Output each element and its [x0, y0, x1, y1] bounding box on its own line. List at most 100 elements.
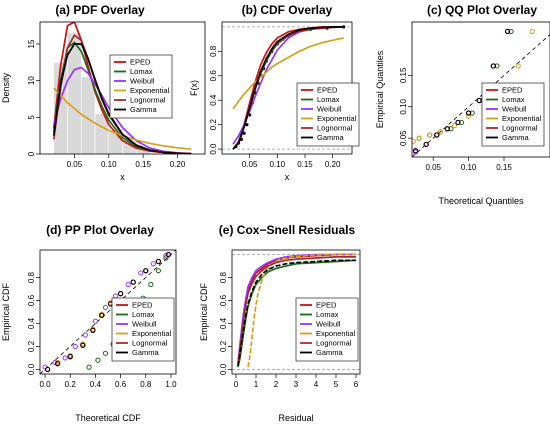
point-lomax: [469, 110, 475, 116]
legend-box: [296, 82, 360, 147]
point-weibull: [92, 318, 99, 324]
y-tick-label: 0: [27, 151, 36, 156]
x-axis-label: Theoretical CDF: [75, 413, 141, 423]
identity-line: [40, 250, 176, 374]
point-weibull: [112, 293, 119, 299]
y-axis-label: Empirical CDF: [199, 283, 209, 342]
plot-frame: [411, 21, 550, 158]
legend-label-gamma: Gamma: [317, 133, 345, 142]
x-tick-label: 0.05: [242, 160, 258, 169]
point-exponential: [515, 63, 521, 69]
point-exponential: [412, 138, 417, 144]
legend-box: [111, 297, 175, 362]
panel-title: (a) PDF Overlay: [55, 3, 145, 17]
line-weibull: [52, 66, 192, 154]
x-tick-label: 1.0: [165, 380, 177, 389]
plot-frame: [39, 249, 177, 375]
x-axis-label: Residual: [278, 413, 313, 423]
point-gamma: [466, 110, 472, 116]
plot-area: [232, 253, 360, 370]
legend-label-gamma: Gamma: [132, 348, 160, 357]
x-tick-label: 3: [294, 380, 299, 389]
x-tick-label: 4: [314, 380, 319, 389]
point-exponential: [427, 132, 433, 138]
legend-label-gamma: Gamma: [130, 105, 158, 114]
y-tick-label: 0.4: [27, 317, 36, 329]
legend: EPEDLomaxWeibullExponentialLognormalGamm…: [109, 54, 173, 119]
x-tick-label: 0.05: [67, 160, 83, 169]
legend-label-eped: EPED: [502, 86, 523, 95]
plot-area: [412, 28, 550, 157]
point-gamma: [444, 126, 450, 132]
legend-label-weibull: Weibull: [132, 320, 157, 329]
x-tick-label: 0.2: [65, 380, 77, 389]
x-tick-label: 0.6: [115, 380, 127, 389]
x-tick-label: 0.10: [101, 160, 117, 169]
legend-label-lognormal: Lognormal: [132, 339, 168, 348]
panel-title: (e) Cox−Snell Residuals: [219, 223, 356, 237]
y-tick-label: 0.6: [27, 294, 36, 306]
x-tick-label: 2: [274, 380, 279, 389]
point-gamma: [44, 366, 51, 373]
y-tick-label: 5: [27, 115, 36, 120]
point-gamma: [165, 251, 172, 258]
point-lomax: [163, 255, 169, 261]
x-tick-label: 0.15: [297, 160, 313, 169]
y-tick-label: 0.0: [219, 363, 228, 375]
legend-box: [481, 82, 545, 147]
y-tick-label: 10: [27, 76, 36, 85]
point-gamma: [490, 63, 496, 69]
y-tick-label: 0.0: [209, 143, 218, 155]
legend-label-eped: EPED: [316, 301, 337, 310]
point-lomax: [448, 126, 454, 132]
x-tick-label: 6: [354, 380, 359, 389]
point-exponential: [466, 113, 472, 119]
y-tick-label: 15: [27, 39, 36, 48]
y-tick-label: 0.4: [209, 94, 218, 106]
x-tick-label: 0.15: [135, 160, 151, 169]
x-tick-label: 0.20: [170, 160, 186, 169]
panel-d: (d) PP Plot Overlay 0.0 0.2 0.4 0.6 0.8 1.0 0.0…: [1, 223, 177, 423]
point-gamma: [67, 354, 73, 360]
legend-label-exponential: Exponential: [130, 86, 170, 95]
x-tick-label: 0.8: [140, 380, 152, 389]
legend-label-lomax: Lomax: [317, 95, 340, 104]
x-tick-label: 0.4: [90, 380, 102, 389]
legend: EPEDLomaxWeibullExponentialLognormalGamm…: [111, 297, 175, 362]
line-lognormal: [237, 256, 356, 365]
point-exponential: [437, 129, 443, 135]
legend-label-eped: EPED: [317, 86, 338, 95]
x-tick-label: 5: [334, 380, 339, 389]
point-gamma: [117, 291, 124, 297]
legend-label-lomax: Lomax: [132, 310, 155, 319]
plot-area: [222, 25, 352, 150]
point-gamma: [423, 141, 429, 148]
point-gamma: [99, 312, 105, 319]
point-weibull: [102, 304, 109, 311]
point-gamma: [55, 361, 61, 367]
point-weibull: [52, 359, 58, 366]
y-tick-label: 0.8: [27, 271, 36, 283]
y-axis-label: F(x): [189, 80, 199, 96]
x-tick-label: 0: [234, 380, 239, 389]
line-exponential: [247, 253, 356, 368]
line-gamma: [237, 259, 356, 367]
x-tick-label: 0.0: [39, 380, 51, 389]
panel-b: (b) CDF Overlay 0.05 0.10 0.15 0.20 0.0 0.2 0.4…: [189, 3, 360, 182]
point-weibull: [62, 355, 68, 361]
point-lomax: [148, 281, 154, 288]
point-gamma: [90, 327, 96, 333]
y-tick-label: 0.4: [219, 317, 228, 329]
y-tick-label: 0.10: [399, 98, 408, 114]
empirical-point: [245, 123, 249, 127]
point-gamma: [412, 148, 419, 154]
legend-label-weibull: Weibull: [130, 77, 155, 86]
point-gamma: [476, 97, 482, 104]
line-exponential: [232, 37, 344, 110]
legend-label-gamma: Gamma: [502, 133, 530, 142]
panel-title: (c) QQ Plot Overlay: [427, 3, 537, 17]
y-tick-label: 0.15: [399, 67, 408, 83]
point-weibull: [72, 343, 78, 350]
x-tick-label: 0.15: [496, 163, 512, 172]
point-gamma: [455, 119, 461, 126]
